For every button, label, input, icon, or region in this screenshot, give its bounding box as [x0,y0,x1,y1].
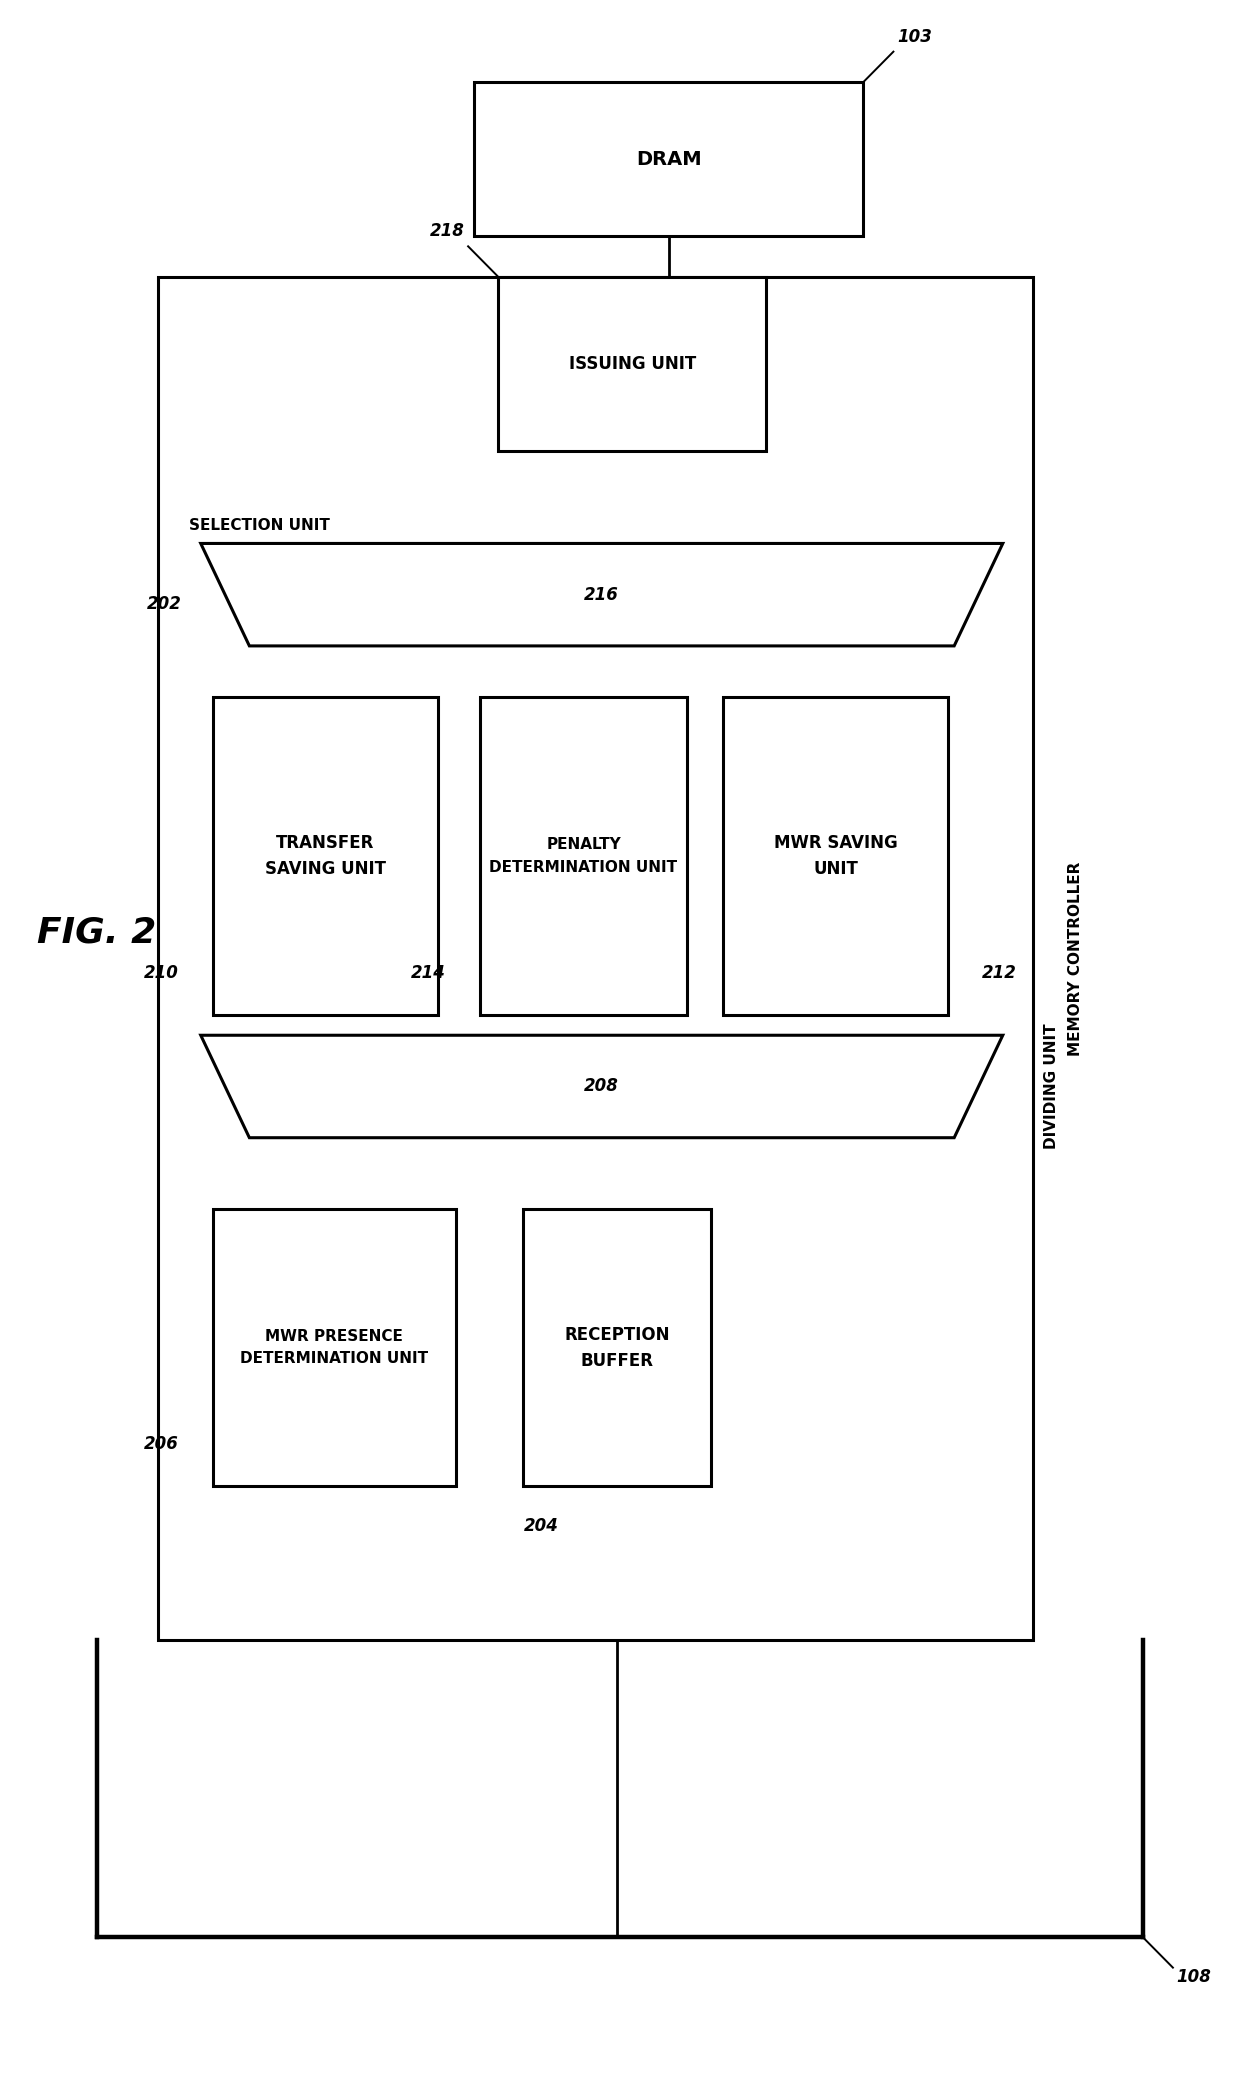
Text: 218: 218 [429,222,465,240]
Bar [480,696,687,1014]
Text: FIG. 2: FIG. 2 [37,916,156,949]
Text: MWR PRESENCE
DETERMINATION UNIT: MWR PRESENCE DETERMINATION UNIT [241,1330,429,1365]
Text: 214: 214 [412,964,446,981]
Text: TRANSFER
SAVING UNIT: TRANSFER SAVING UNIT [265,834,386,878]
Text: 208: 208 [584,1077,619,1096]
Text: DRAM: DRAM [636,151,702,169]
Polygon shape [201,544,1003,646]
Polygon shape [201,1035,1003,1138]
Bar [723,696,949,1014]
Bar [498,276,766,452]
Text: 202: 202 [146,594,181,613]
Text: 212: 212 [982,964,1017,981]
Text: MEMORY CONTROLLER: MEMORY CONTROLLER [1068,861,1084,1056]
Text: MWR SAVING
UNIT: MWR SAVING UNIT [774,834,898,878]
Text: 108: 108 [1177,1968,1211,1986]
Text: 210: 210 [144,964,179,981]
Text: DIVIDING UNIT: DIVIDING UNIT [1044,1025,1059,1150]
Bar [213,696,438,1014]
Bar [523,1209,711,1487]
Text: 206: 206 [144,1434,179,1453]
Bar [474,82,863,236]
Bar [213,1209,456,1487]
Text: ISSUING UNIT: ISSUING UNIT [568,355,696,372]
Text: 103: 103 [897,27,932,46]
Text: SELECTION UNIT: SELECTION UNIT [188,519,330,533]
Text: 216: 216 [584,585,619,604]
Text: 204: 204 [523,1516,559,1535]
Text: PENALTY
DETERMINATION UNIT: PENALTY DETERMINATION UNIT [490,836,677,874]
Bar [159,276,1033,1639]
Text: RECEPTION
BUFFER: RECEPTION BUFFER [564,1326,670,1370]
